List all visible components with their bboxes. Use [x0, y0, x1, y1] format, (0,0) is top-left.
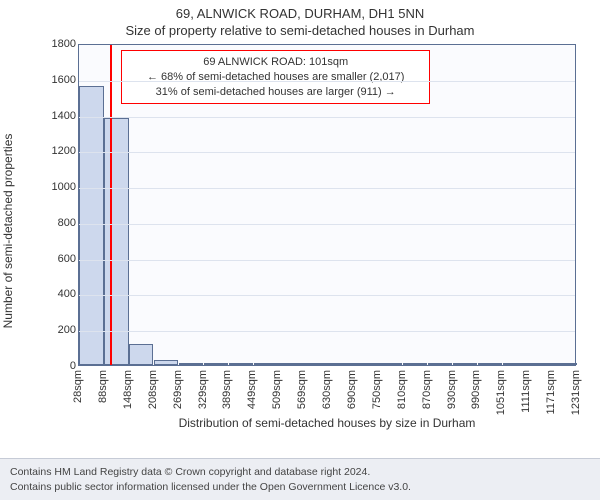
x-tick-label: 1051sqm	[495, 370, 507, 415]
histogram-bar	[428, 363, 452, 365]
callout-line-1: 69 ALNWICK ROAD: 101sqm	[130, 55, 421, 70]
x-tick-label: 1111sqm	[520, 370, 532, 413]
x-tick-label: 389sqm	[221, 370, 233, 409]
histogram-bar	[453, 363, 477, 365]
callout-line-3: 31% of semi-detached houses are larger (…	[130, 85, 421, 100]
x-tick-label: 870sqm	[421, 370, 433, 409]
footer-line-2: Contains public sector information licen…	[10, 480, 590, 495]
gridline	[79, 260, 575, 261]
histogram-bar	[104, 118, 128, 365]
y-tick-label: 0	[36, 360, 76, 372]
x-tick-label: 148sqm	[122, 370, 134, 409]
histogram-bar	[403, 363, 427, 365]
histogram-bar	[527, 363, 551, 365]
histogram-bar	[353, 363, 377, 365]
page-subtitle: Size of property relative to semi-detach…	[0, 21, 600, 38]
x-tick-label: 569sqm	[296, 370, 308, 409]
histogram-bar	[303, 363, 327, 365]
histogram-bar	[154, 360, 178, 365]
histogram-bar	[478, 363, 502, 365]
x-tick-label: 690sqm	[346, 370, 358, 409]
y-axis-label: Number of semi-detached properties	[1, 134, 15, 329]
histogram-bar	[179, 363, 203, 365]
x-tick-label: 750sqm	[371, 370, 383, 409]
callout-box: 69 ALNWICK ROAD: 101sqm ← 68% of semi-de…	[121, 50, 430, 105]
gridline	[79, 188, 575, 189]
x-tick-label: 990sqm	[470, 370, 482, 409]
y-tick-label: 400	[36, 288, 76, 300]
plot-area: 69 ALNWICK ROAD: 101sqm ← 68% of semi-de…	[78, 44, 576, 366]
gridline	[79, 224, 575, 225]
x-tick-label: 28sqm	[72, 370, 84, 403]
y-tick-label: 1800	[36, 38, 76, 50]
page-title: 69, ALNWICK ROAD, DURHAM, DH1 5NN	[0, 0, 600, 21]
histogram-bar	[254, 363, 278, 365]
histogram-bar	[552, 363, 576, 365]
x-ticks: 28sqm88sqm148sqm208sqm269sqm329sqm389sqm…	[78, 366, 576, 418]
x-tick-label: 1171sqm	[545, 370, 557, 414]
histogram-bar	[204, 363, 228, 365]
histogram-bar	[328, 363, 352, 365]
gridline	[79, 152, 575, 153]
gridline	[79, 117, 575, 118]
footer: Contains HM Land Registry data © Crown c…	[0, 458, 600, 500]
x-axis-label: Distribution of semi-detached houses by …	[78, 416, 576, 430]
x-tick-label: 810sqm	[396, 370, 408, 409]
x-tick-label: 88sqm	[97, 370, 109, 403]
x-tick-label: 329sqm	[197, 370, 209, 409]
x-tick-label: 630sqm	[321, 370, 333, 409]
x-tick-label: 1231sqm	[570, 370, 582, 415]
x-tick-label: 509sqm	[271, 370, 283, 409]
histogram-bar	[278, 363, 302, 365]
histogram-bar	[79, 86, 103, 365]
y-tick-label: 1000	[36, 181, 76, 193]
gridline	[79, 295, 575, 296]
y-tick-label: 1600	[36, 74, 76, 86]
footer-line-1: Contains HM Land Registry data © Crown c…	[10, 465, 590, 480]
y-tick-label: 800	[36, 217, 76, 229]
gridline	[79, 331, 575, 332]
histogram-chart: Number of semi-detached properties 69 AL…	[36, 44, 584, 418]
histogram-bar	[378, 363, 402, 365]
histogram-bar	[129, 344, 153, 365]
gridline	[79, 81, 575, 82]
x-tick-label: 208sqm	[147, 370, 159, 409]
reference-line	[110, 45, 112, 365]
y-tick-label: 200	[36, 324, 76, 336]
x-tick-label: 269sqm	[172, 370, 184, 409]
y-tick-label: 1200	[36, 145, 76, 157]
y-tick-label: 600	[36, 253, 76, 265]
histogram-bar	[229, 363, 253, 365]
x-tick-label: 449sqm	[246, 370, 258, 409]
y-tick-label: 1400	[36, 110, 76, 122]
histogram-bar	[503, 363, 527, 365]
callout-line-2: ← 68% of semi-detached houses are smalle…	[130, 70, 421, 85]
x-tick-label: 930sqm	[446, 370, 458, 409]
